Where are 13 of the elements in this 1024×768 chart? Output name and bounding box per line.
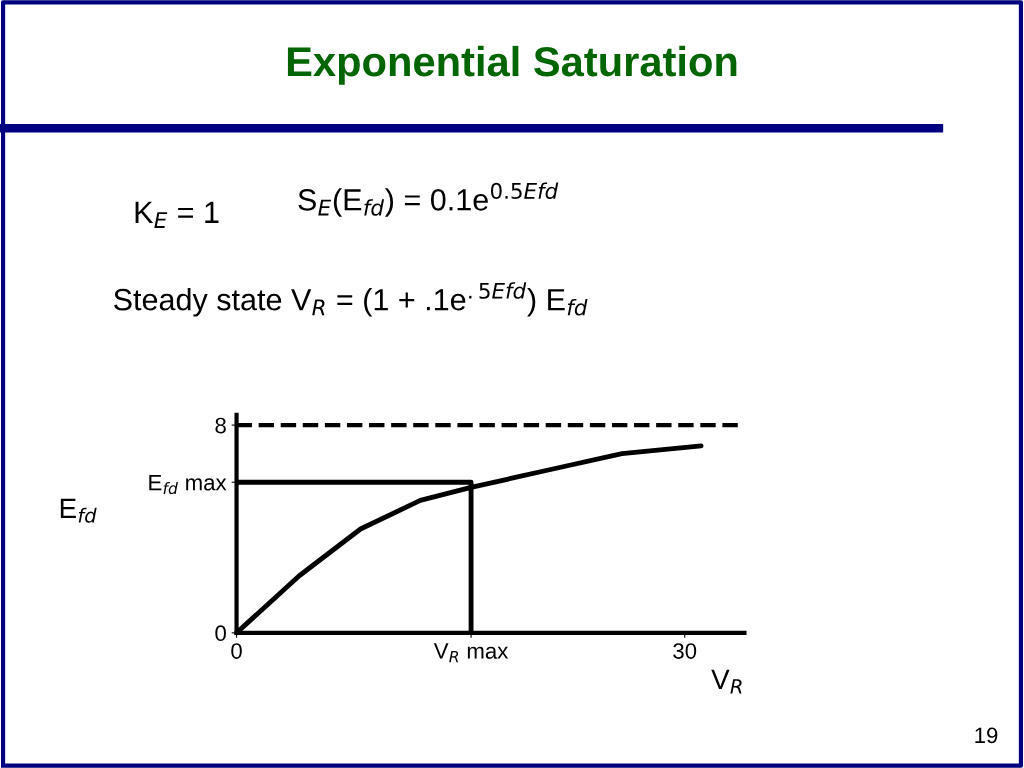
text: Steady state V$_{R}$ = (1 + .1e$^{.5Efd}$) E$_{fd}$ bbox=[114, 282, 588, 317]
text: S$_{E}$(E$_{fd}$) = 0.1e$^{0.5Efd}$ bbox=[298, 182, 559, 217]
text: 19 bbox=[975, 727, 998, 744]
x-tick-label: 0 bbox=[231, 643, 242, 659]
y-tick-label: 8 bbox=[215, 417, 226, 434]
x-axis-title: V$_{R}$ bbox=[711, 669, 742, 694]
x-tick-label: 30 bbox=[673, 643, 697, 659]
text: K$_{E}$ = 1 bbox=[135, 201, 219, 228]
chart-title: Exponential Saturation bbox=[287, 45, 737, 85]
y-tick-label: E$_{fd}$ max bbox=[149, 474, 227, 495]
y-tick-label: 0 bbox=[215, 625, 226, 642]
x-tick-label: V$_{R}$ max bbox=[433, 643, 509, 663]
y-axis-title: E$_{fd}$ bbox=[60, 498, 97, 523]
